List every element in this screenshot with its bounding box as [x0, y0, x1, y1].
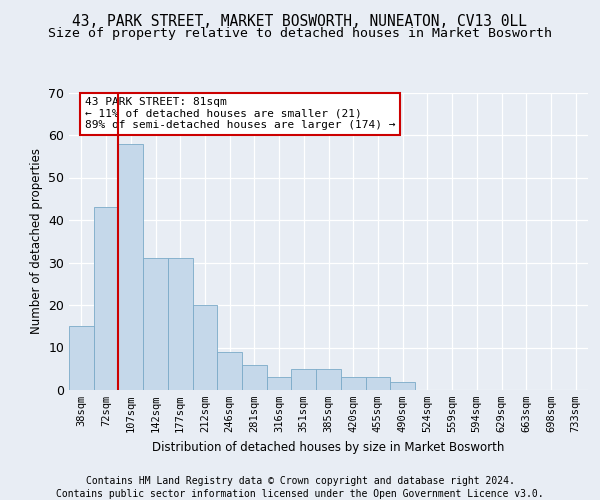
Bar — [267, 377, 292, 390]
Bar — [94, 207, 118, 390]
Text: Size of property relative to detached houses in Market Bosworth: Size of property relative to detached ho… — [48, 27, 552, 40]
Bar — [292, 369, 316, 390]
Text: Contains public sector information licensed under the Open Government Licence v3: Contains public sector information licen… — [56, 489, 544, 499]
X-axis label: Distribution of detached houses by size in Market Bosworth: Distribution of detached houses by size … — [152, 440, 505, 454]
Bar — [365, 377, 390, 390]
Bar — [118, 144, 143, 390]
Text: Contains HM Land Registry data © Crown copyright and database right 2024.: Contains HM Land Registry data © Crown c… — [86, 476, 514, 486]
Bar — [69, 326, 94, 390]
Bar — [242, 364, 267, 390]
Bar — [143, 258, 168, 390]
Bar — [168, 258, 193, 390]
Text: 43 PARK STREET: 81sqm
← 11% of detached houses are smaller (21)
89% of semi-deta: 43 PARK STREET: 81sqm ← 11% of detached … — [85, 97, 395, 130]
Bar — [193, 305, 217, 390]
Text: 43, PARK STREET, MARKET BOSWORTH, NUNEATON, CV13 0LL: 43, PARK STREET, MARKET BOSWORTH, NUNEAT… — [73, 14, 527, 29]
Bar — [390, 382, 415, 390]
Bar — [341, 377, 365, 390]
Y-axis label: Number of detached properties: Number of detached properties — [29, 148, 43, 334]
Bar — [316, 369, 341, 390]
Bar — [217, 352, 242, 390]
